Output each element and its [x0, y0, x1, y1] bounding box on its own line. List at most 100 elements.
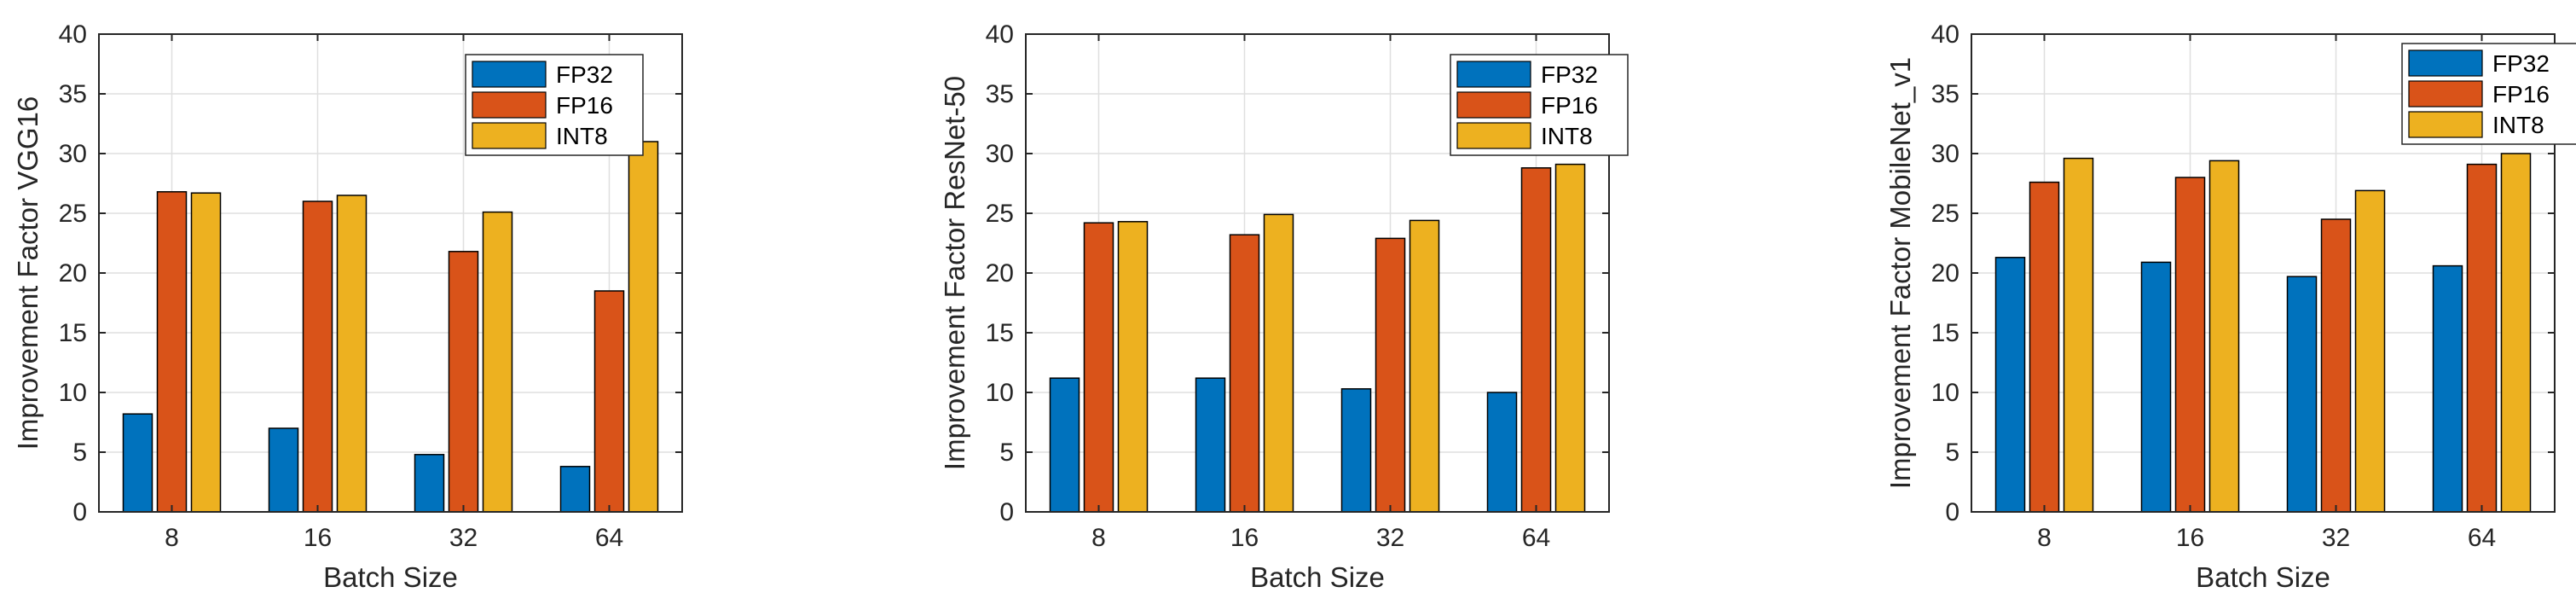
- bar-fp32-16: [1195, 377, 1226, 513]
- bar-fp16-16: [302, 200, 333, 513]
- bar-fp32-8: [1994, 257, 2026, 513]
- y-tick-label: 25: [59, 200, 87, 228]
- x-axis-label: Batch Size: [1250, 561, 1385, 593]
- x-tick-label: 64: [595, 524, 623, 552]
- chart-panel-0: 0 5 10 15 20 25 30 35 40 8 16 32 64 Batch Size Improve…: [12, 20, 683, 593]
- bar-int8-16: [336, 195, 368, 513]
- legend-label-fp32: FP32: [1541, 61, 1598, 88]
- legend: FP32 FP16 INT8: [1450, 54, 1629, 156]
- legend-label-fp16: FP16: [2492, 81, 2550, 107]
- legend-swatch-fp32: [2408, 49, 2483, 77]
- bar-fp32-64: [1486, 392, 1518, 513]
- y-tick-label: 10: [986, 379, 1014, 407]
- legend-swatch-int8: [2408, 111, 2483, 138]
- x-tick-label: 64: [2468, 524, 2496, 552]
- bar-int8-8: [2063, 157, 2094, 513]
- legend-swatch-fp16: [1456, 91, 1531, 119]
- legend-label-int8: INT8: [2492, 112, 2544, 138]
- legend-label-fp32: FP32: [2492, 50, 2550, 77]
- y-tick-label: 0: [999, 498, 1014, 526]
- legend-swatch-int8: [472, 122, 547, 149]
- bar-fp16-8: [156, 191, 188, 513]
- bar-fp16-16: [2174, 177, 2206, 513]
- y-tick-label: 30: [59, 140, 87, 168]
- legend-label-int8: INT8: [1541, 123, 1593, 149]
- y-tick-label: 20: [986, 259, 1014, 288]
- x-tick-label: 8: [1091, 524, 1106, 552]
- y-axis-label: Improvement Factor ResNet-50: [939, 76, 970, 470]
- x-tick-label: 8: [165, 524, 179, 552]
- y-axis-label: Improvement Factor MobileNet_v1: [1884, 57, 1916, 489]
- legend: FP32 FP16 INT8: [2401, 43, 2576, 145]
- x-tick-label: 8: [2037, 524, 2052, 552]
- y-tick-label: 0: [72, 498, 87, 526]
- bar-fp16-32: [2320, 218, 2352, 513]
- bar-int8-64: [2500, 153, 2532, 513]
- y-tick-label: 15: [59, 319, 87, 347]
- y-tick-label: 40: [986, 20, 1014, 49]
- legend-label-fp16: FP16: [1541, 92, 1598, 119]
- y-tick-label: 25: [986, 200, 1014, 228]
- x-tick-label: 16: [1230, 524, 1259, 552]
- chart-panel-2: 0 5 10 15 20 25 30 35 40 8 16 32 64 Batch Size Improve…: [1884, 20, 2576, 593]
- bar-int8-16: [2208, 160, 2240, 513]
- bar-fp16-64: [2466, 163, 2498, 513]
- legend-label-fp16: FP16: [556, 92, 613, 119]
- bar-fp16-64: [1520, 167, 1552, 513]
- y-tick-label: 30: [986, 140, 1014, 168]
- bar-fp32-32: [2286, 276, 2318, 513]
- legend-swatch-fp32: [472, 61, 547, 88]
- y-tick-label: 10: [1931, 379, 1959, 407]
- bar-fp16-32: [448, 251, 479, 513]
- bar-fp16-8: [1083, 222, 1114, 513]
- bar-fp32-8: [1049, 377, 1080, 513]
- bar-int8-32: [482, 211, 513, 513]
- y-tick-label: 25: [1931, 200, 1959, 228]
- x-axis-label: Batch Size: [323, 561, 458, 593]
- x-tick-label: 32: [1376, 524, 1404, 552]
- bar-int8-64: [1554, 163, 1586, 513]
- bar-fp16-32: [1375, 237, 1406, 513]
- x-axis-label: Batch Size: [2196, 561, 2330, 593]
- x-tick-label: 16: [2176, 524, 2204, 552]
- legend-label-fp32: FP32: [556, 61, 613, 88]
- bar-int8-64: [628, 141, 659, 513]
- bar-fp32-64: [2432, 264, 2463, 513]
- bar-int8-8: [190, 192, 222, 513]
- bar-fp16-16: [1229, 234, 1260, 513]
- y-tick-label: 30: [1931, 140, 1959, 168]
- legend-swatch-fp16: [2408, 80, 2483, 107]
- legend: FP32 FP16 INT8: [465, 54, 644, 156]
- x-tick-label: 64: [1522, 524, 1550, 552]
- bar-fp16-64: [593, 290, 625, 513]
- y-axis-label: Improvement Factor VGG16: [12, 96, 43, 450]
- bar-fp32-64: [559, 466, 591, 513]
- y-tick-label: 35: [59, 80, 87, 108]
- bar-int8-32: [2354, 189, 2386, 513]
- bar-fp32-8: [122, 413, 153, 513]
- y-tick-label: 5: [1945, 439, 1959, 467]
- bar-fp32-32: [414, 454, 445, 513]
- y-tick-label: 40: [1931, 20, 1959, 49]
- bar-fp32-32: [1340, 388, 1372, 513]
- legend-swatch-fp16: [472, 91, 547, 119]
- bar-fp32-16: [2140, 261, 2172, 513]
- bar-fp16-8: [2029, 181, 2060, 513]
- y-tick-label: 35: [1931, 80, 1959, 108]
- x-tick-label: 32: [449, 524, 478, 552]
- bar-int8-32: [1409, 219, 1440, 513]
- legend-label-int8: INT8: [556, 123, 608, 149]
- y-tick-label: 20: [1931, 259, 1959, 288]
- x-tick-label: 32: [2322, 524, 2350, 552]
- y-tick-label: 10: [59, 379, 87, 407]
- y-tick-label: 5: [72, 439, 87, 467]
- y-tick-label: 40: [59, 20, 87, 49]
- bar-int8-16: [1263, 213, 1294, 513]
- legend-swatch-int8: [1456, 122, 1531, 149]
- y-tick-label: 15: [986, 319, 1014, 347]
- y-tick-label: 20: [59, 259, 87, 288]
- legend-swatch-fp32: [1456, 61, 1531, 88]
- bar-int8-8: [1117, 221, 1149, 513]
- y-tick-label: 15: [1931, 319, 1959, 347]
